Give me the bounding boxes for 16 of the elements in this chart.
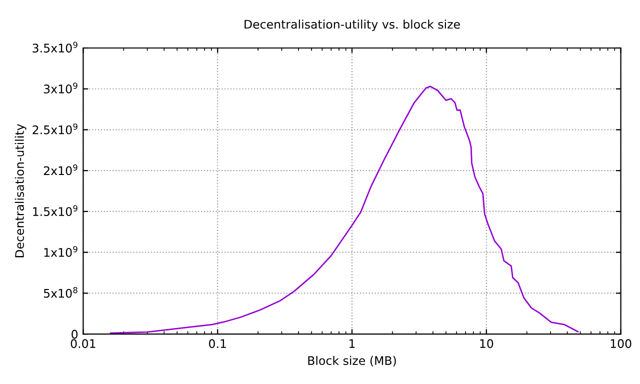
y-tick-label: 0	[72, 330, 78, 339]
x-tick-label: 0.1	[208, 339, 226, 348]
y-tick-label: 2x10$^{9}$	[44, 164, 78, 176]
y-tick-label: 1x10$^{9}$	[44, 246, 78, 257]
y-tick-label: 5x10$^{8}$	[44, 286, 78, 298]
y-tick-label: 3x10$^{9}$	[44, 82, 78, 94]
x-tick-label: 1	[350, 339, 355, 348]
y-tick-label: 2.5x10$^{9}$	[32, 123, 78, 134]
x-tick-label: 10	[480, 339, 494, 348]
x-axis-title: Block size (MB)	[308, 356, 396, 366]
x-tick-label: 100	[610, 339, 632, 348]
chart-title: Decentralisation-utility vs. block size	[244, 20, 460, 32]
y-tick-label: 3.5x10$^{9}$	[32, 42, 78, 53]
x-tick-label: 0.01	[70, 339, 96, 348]
y-tick-label: 1.5x10$^{9}$	[33, 205, 78, 216]
y-axis-title: Decentralisation-utility	[14, 124, 26, 258]
